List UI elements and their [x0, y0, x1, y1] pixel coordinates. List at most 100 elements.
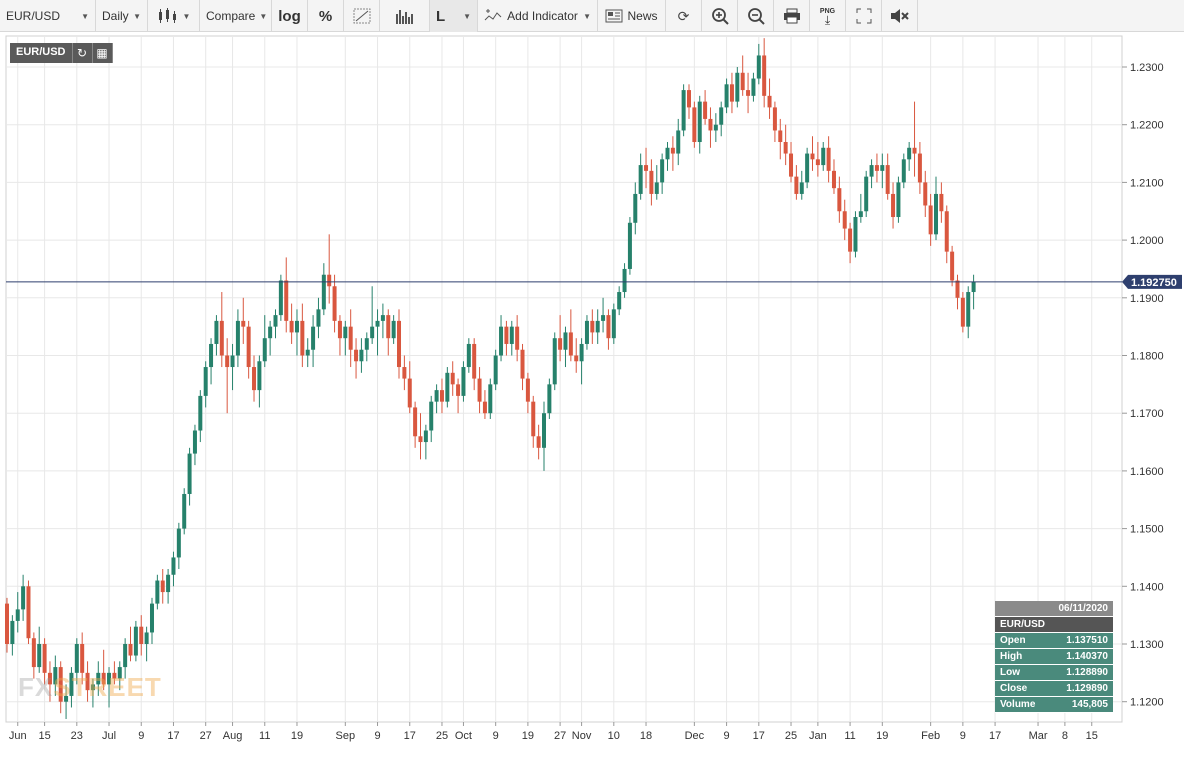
add-indicator-label: Add Indicator — [507, 9, 578, 23]
candle-body — [692, 107, 697, 143]
calendar-icon[interactable]: ▦ — [92, 43, 113, 63]
ohlc-symbol-row: EUR/USD — [995, 617, 1113, 633]
compare-button[interactable]: Compare ▼ — [200, 0, 272, 32]
x-tick-label: 27 — [554, 730, 566, 742]
candle-body — [950, 251, 955, 281]
candle-body — [262, 338, 267, 362]
fullscreen-button[interactable] — [846, 0, 882, 32]
volume-button[interactable] — [380, 0, 430, 32]
candle-body — [504, 326, 509, 344]
ohlc-open-label: Open — [1000, 635, 1026, 646]
log-scale-button[interactable]: log — [272, 0, 308, 32]
candle-body — [144, 632, 149, 644]
candle-body — [117, 667, 122, 679]
x-tick-label: 9 — [960, 730, 966, 742]
candle-body — [289, 320, 294, 333]
candle-body — [176, 528, 181, 558]
candle-body — [21, 586, 26, 610]
export-png-button[interactable]: PNG ⤓ — [810, 0, 846, 32]
ohlc-close-value: 1.129890 — [1066, 683, 1108, 694]
ohlc-volume-row: Volume 145,805 — [995, 697, 1113, 713]
candle-body — [278, 280, 283, 316]
percent-label: % — [318, 7, 333, 25]
ohlc-open-value: 1.137510 — [1066, 635, 1108, 646]
mute-icon — [890, 9, 909, 23]
candle-body — [10, 620, 15, 644]
candle-body — [939, 193, 944, 212]
candle-body — [15, 609, 20, 621]
candle-body — [917, 153, 922, 183]
x-tick-label: Mar — [1029, 730, 1048, 742]
chart-area[interactable]: 1.2300 1.2200 1.2100 1.2000 1.1900 1.1800 1.17… — [0, 32, 1184, 764]
candle-body — [944, 211, 949, 252]
candle-body — [112, 672, 117, 679]
x-tick-label: Jun — [9, 730, 27, 742]
candle-body — [139, 626, 144, 644]
candle-body — [149, 603, 154, 633]
x-tick-label: 10 — [608, 730, 620, 742]
candle-body — [354, 349, 359, 362]
candle-body — [724, 84, 729, 108]
candle-body — [257, 361, 262, 391]
newspaper-icon — [605, 9, 623, 23]
candle-body — [568, 332, 573, 356]
candle-body — [515, 326, 520, 350]
refresh-button[interactable]: ⟳ — [666, 0, 702, 32]
candlestick-chart[interactable]: 1.2300 1.2200 1.2100 1.2000 1.1900 1.1800 1.17… — [0, 32, 1184, 764]
log-label: log — [278, 7, 301, 25]
y-tick-label: 1.1800 — [1130, 351, 1164, 363]
indicator-icon — [484, 9, 502, 21]
candle-body — [252, 367, 257, 391]
candle-body — [633, 193, 638, 223]
candle-body — [230, 355, 235, 368]
zoom-in-button[interactable] — [702, 0, 738, 32]
drawing-tools-button[interactable] — [344, 0, 380, 32]
candle-body — [42, 644, 47, 673]
print-button[interactable] — [774, 0, 810, 32]
candle-body — [762, 55, 767, 96]
candle-body — [37, 644, 42, 668]
x-tick-label: 8 — [1062, 730, 1068, 742]
candle-body — [456, 384, 461, 396]
candle-body — [907, 147, 912, 160]
candle-body — [713, 124, 718, 131]
candle-body — [681, 90, 686, 131]
candle-body — [934, 193, 939, 235]
candle-body — [58, 667, 63, 702]
percent-scale-button[interactable]: % — [308, 0, 344, 32]
ohlc-symbol: EUR/USD — [1000, 619, 1046, 630]
y-tick-label: 1.1500 — [1130, 524, 1164, 536]
mute-button[interactable] — [882, 0, 918, 32]
ohlc-high-value: 1.140370 — [1066, 651, 1108, 662]
x-tick-label: 17 — [753, 730, 765, 742]
reload-icon[interactable]: ↻ — [72, 43, 93, 63]
add-indicator-button[interactable]: Add Indicator ▼ — [478, 0, 598, 32]
candle-body — [294, 320, 299, 333]
candle-body — [160, 580, 165, 593]
line-style-selector[interactable]: L ▼ — [430, 0, 478, 32]
symbol-selector[interactable]: EUR/USD ▼ — [0, 0, 96, 32]
news-button[interactable]: News — [598, 0, 666, 32]
candle-body — [413, 407, 418, 437]
zoom-out-button[interactable] — [738, 0, 774, 32]
candle-body — [472, 343, 477, 379]
candle-body — [311, 326, 316, 350]
y-tick-label: 1.1300 — [1130, 639, 1164, 651]
current-price-tag — [1122, 274, 1182, 289]
candle-body — [799, 182, 804, 194]
candle-body — [499, 326, 504, 356]
candle-body — [584, 320, 589, 344]
candle-body — [477, 378, 482, 402]
candle-body — [579, 343, 584, 362]
candle-body — [133, 626, 138, 656]
x-tick-label: Jul — [102, 730, 116, 742]
x-tick-label: 9 — [374, 730, 380, 742]
interval-selector[interactable]: Daily ▼ — [96, 0, 148, 32]
refresh-icon: ⟳ — [677, 7, 690, 24]
candle-body — [439, 390, 444, 402]
x-tick-label: Aug — [223, 730, 243, 742]
candle-body — [493, 355, 498, 385]
chevron-down-icon: ▼ — [259, 11, 268, 21]
chart-type-selector[interactable]: ▼ — [148, 0, 200, 32]
y-tick-label: 1.1700 — [1130, 408, 1164, 420]
